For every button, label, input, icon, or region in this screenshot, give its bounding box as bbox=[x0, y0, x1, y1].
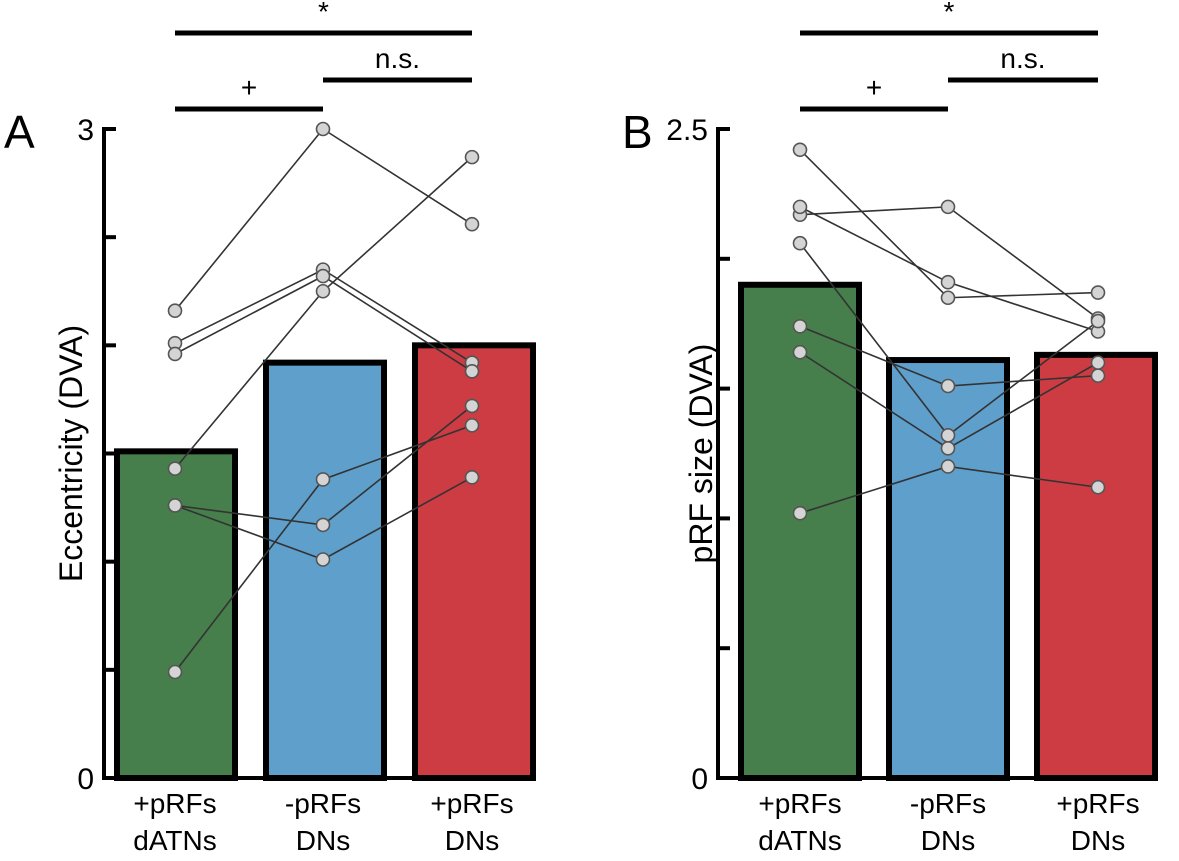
subject-point bbox=[792, 344, 808, 360]
subject-point bbox=[940, 378, 956, 394]
subject-point bbox=[464, 469, 480, 485]
category-label: dATNs bbox=[133, 825, 217, 856]
subject-point bbox=[792, 199, 808, 215]
category-label: DNs bbox=[445, 825, 499, 856]
subject-point bbox=[940, 459, 956, 474]
subject-point bbox=[792, 235, 808, 251]
subject-point bbox=[167, 664, 183, 680]
subject-point bbox=[1090, 368, 1106, 383]
significance-label: + bbox=[241, 72, 257, 103]
subject-point bbox=[792, 142, 808, 158]
category-label: DNs bbox=[921, 825, 975, 856]
category-label: DNs bbox=[296, 825, 350, 856]
subject-point bbox=[464, 418, 480, 433]
category-label: +pRFs bbox=[133, 788, 216, 819]
bar-2 bbox=[886, 357, 1010, 781]
bar-1 bbox=[738, 281, 862, 781]
subject-point bbox=[464, 363, 480, 379]
subject-point bbox=[1090, 479, 1106, 495]
subject-point bbox=[315, 283, 331, 299]
subject-point bbox=[167, 346, 183, 362]
subject-point bbox=[792, 505, 808, 521]
subject-point bbox=[315, 517, 331, 533]
y-tick-label: 0 bbox=[77, 763, 94, 796]
y-tick-label: 0 bbox=[691, 763, 708, 796]
panel-b: B 0 2.5 pRF size (DVA) +pRFs dATNs -pRFs DNs +pR… bbox=[622, 0, 1158, 856]
category-label: +pRFs bbox=[758, 788, 841, 819]
subject-point bbox=[792, 318, 808, 334]
subject-point bbox=[315, 472, 331, 487]
y-tick-label: 3 bbox=[77, 114, 94, 147]
category-label: +pRFs bbox=[1056, 788, 1139, 819]
subject-point bbox=[315, 268, 331, 284]
subject-line bbox=[174, 127, 473, 312]
significance-label: * bbox=[944, 0, 955, 27]
significance-label: n.s. bbox=[375, 43, 420, 74]
subject-point bbox=[1090, 285, 1106, 300]
y-axis-label: pRF size (DVA) bbox=[683, 344, 719, 564]
category-label: -pRFs bbox=[910, 788, 986, 819]
panel-letter: A bbox=[4, 106, 35, 158]
subject-point bbox=[464, 149, 480, 165]
subject-point bbox=[167, 461, 183, 476]
category-label: dATNs bbox=[758, 825, 842, 856]
subject-point bbox=[167, 303, 183, 319]
subject-point bbox=[464, 398, 480, 414]
significance-label: + bbox=[866, 72, 882, 103]
subject-point bbox=[1090, 355, 1106, 370]
y-axis-label: Eccentricity (DVA) bbox=[53, 325, 89, 582]
subject-point bbox=[940, 274, 956, 290]
subject-point bbox=[315, 552, 331, 567]
significance-label: * bbox=[318, 0, 329, 27]
category-label: +pRFs bbox=[430, 788, 513, 819]
bar-3 bbox=[1034, 351, 1158, 781]
significance-label: n.s. bbox=[1000, 43, 1045, 74]
subject-point bbox=[167, 498, 183, 513]
category-label: DNs bbox=[1071, 825, 1125, 856]
subject-point bbox=[940, 199, 956, 215]
subject-point bbox=[940, 428, 956, 443]
bar-2 bbox=[263, 359, 387, 781]
y-tick-label: 2.5 bbox=[666, 114, 708, 147]
bar-3 bbox=[412, 342, 536, 781]
category-label: -pRFs bbox=[285, 788, 361, 819]
panel-letter: B bbox=[622, 106, 653, 158]
subject-point bbox=[1090, 313, 1106, 329]
subject-point bbox=[940, 441, 956, 456]
subject-point bbox=[464, 216, 480, 232]
panel-a: A 0 3 Eccentricity (DVA) +pRFs dATNs -pRFs DNs +… bbox=[4, 0, 536, 856]
subject-point bbox=[940, 290, 956, 306]
subject-point bbox=[315, 121, 331, 137]
